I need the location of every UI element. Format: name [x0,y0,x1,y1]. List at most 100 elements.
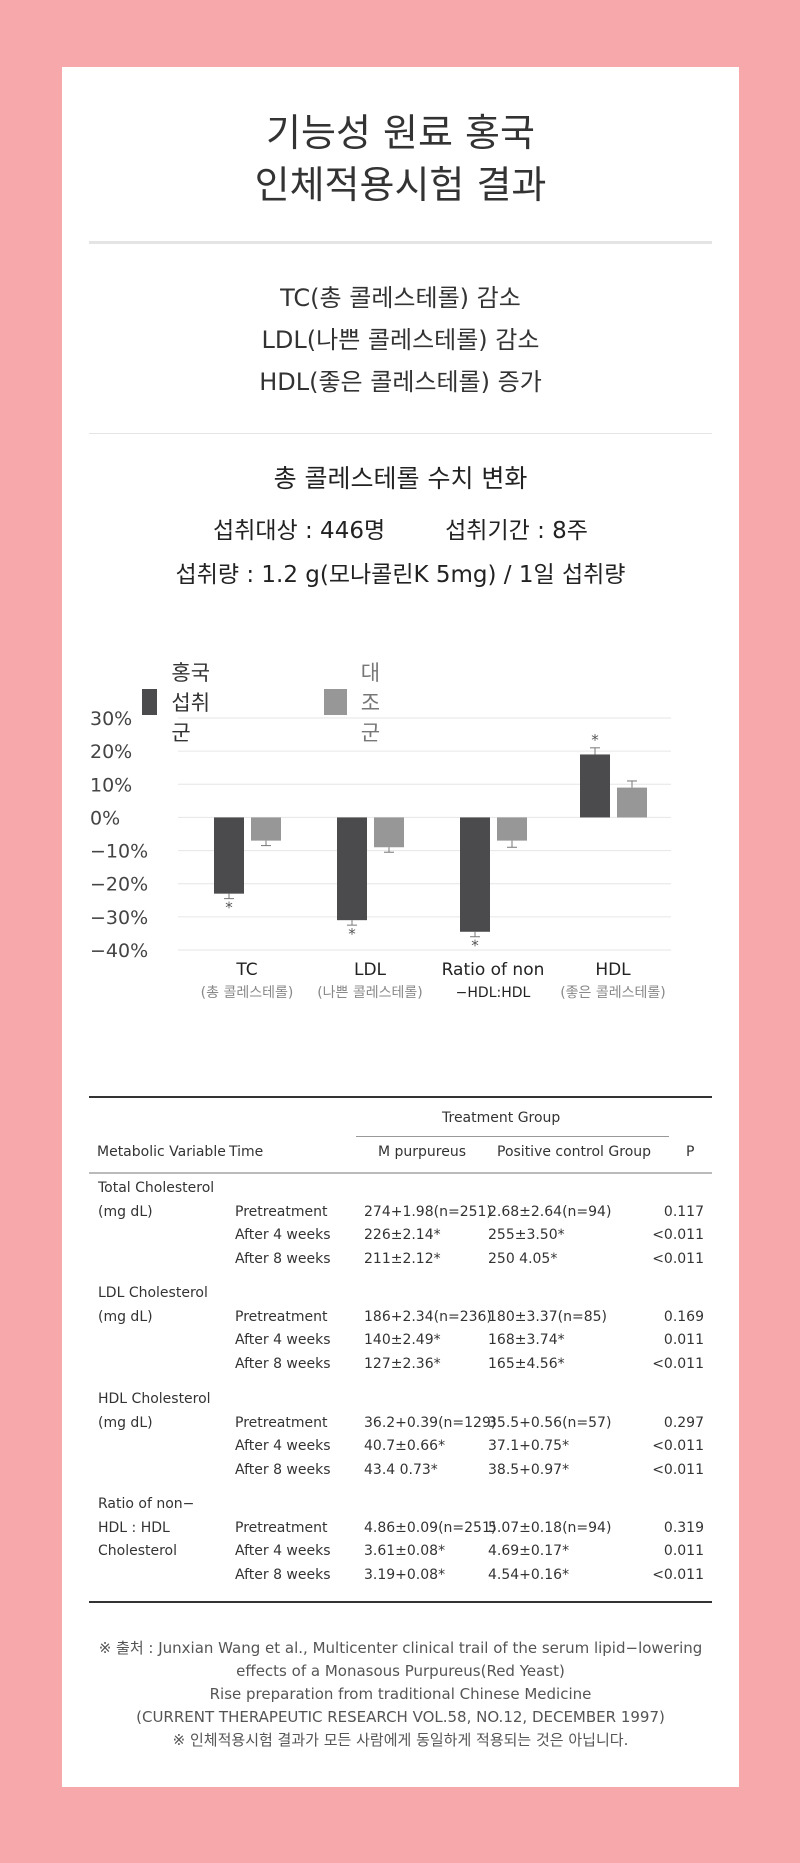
footnote-line: ※ 출처 : Junxian Wang et al., Multicenter … [62,1637,739,1660]
x-category-sublabel: (총 콜레스테롤) [201,985,294,1001]
intake-info: 섭취대상 : 446명 섭취기간 : 8주 [62,514,739,548]
table-cell-control: 35.5+0.56(n=57) [488,1415,611,1431]
table-variable-label: Ratio of non− [98,1496,194,1512]
table-variable-label: Total Cholesterol [98,1180,214,1196]
table-cell-control: 38.5+0.97* [488,1462,569,1478]
table-group-rule [356,1136,669,1137]
table-cell-p: <0.011 [652,1462,704,1478]
table-header-rule [89,1172,712,1174]
footnote-line: ※ 인체적용시험 결과가 모든 사람에게 동일하게 적용되는 것은 아닙니다. [62,1729,739,1752]
table-header-cell: Metabolic Variable [97,1144,226,1160]
table-header-cell: Time [229,1144,263,1160]
bar-treatment [337,817,367,920]
table-cell-control: 250 4.05* [488,1251,557,1267]
table-cell-p: 0.297 [664,1415,704,1431]
table-cell-time: After 4 weeks [235,1438,331,1454]
x-category-sublabel: (나쁜 콜레스테롤) [317,985,423,1001]
table-cell-p: <0.011 [652,1438,704,1454]
table-cell-treatment: 186+2.34(n=236) [364,1309,492,1325]
x-category-sublabel: (좋은 콜레스테롤) [560,985,666,1001]
table-group-header: Treatment Group [442,1110,560,1126]
y-tick-label: 0% [90,807,120,829]
table-cell-time: Pretreatment [235,1520,328,1536]
table-variable-label: (mg dL) [98,1309,153,1325]
table-cell-treatment: 127±2.36* [364,1356,441,1372]
table-cell-time: Pretreatment [235,1309,328,1325]
table-cell-treatment: 140±2.49* [364,1332,441,1348]
table-cell-time: After 4 weeks [235,1543,331,1559]
table-cell-control: 37.1+0.75* [488,1438,569,1454]
table-cell-time: After 4 weeks [235,1332,331,1348]
table-cell-treatment: 4.86±0.09(n=251) [364,1520,496,1536]
bar-chart: 30%20%10%0%−10%−20%−30%−40%****TC(총 콜레스테… [62,702,739,1007]
x-category-sublabel: −HDL:HDL [456,985,531,1001]
table-cell-control: 4.54+0.16* [488,1567,569,1583]
summary-item-ldl: LDL(나쁜 콜레스테롤) 감소 [62,319,739,361]
footnote-line: Rise preparation from traditional Chines… [62,1683,739,1706]
table-cell-p: <0.011 [652,1567,704,1583]
intake-subjects: 섭취대상 : 446명 [213,518,385,544]
y-tick-label: −40% [90,940,148,962]
chart-heading: 총 콜레스테롤 수치 변화 [62,462,739,496]
table-cell-p: 0.011 [664,1543,704,1559]
significance-marker: * [225,899,233,917]
table-cell-control: 255±3.50* [488,1227,565,1243]
x-category-label: TC [235,960,257,980]
x-category-label: Ratio of non [442,960,545,980]
bar-treatment [460,817,490,931]
y-tick-label: −30% [90,907,148,929]
bar-control [617,788,647,818]
significance-marker: * [471,937,479,955]
summary-list: TC(총 콜레스테롤) 감소 LDL(나쁜 콜레스테롤) 감소 HDL(좋은 콜… [62,277,739,403]
bar-control [251,817,281,840]
bar-control [497,817,527,840]
summary-item-hdl: HDL(좋은 콜레스테롤) 증가 [62,361,739,403]
table-variable-label: Cholesterol [98,1543,177,1559]
title-divider [89,241,712,244]
table-cell-p: <0.011 [652,1356,704,1372]
page-title: 기능성 원료 홍국 인체적용시험 결과 [62,107,739,211]
table-cell-control: 4.69±0.17* [488,1543,569,1559]
table-variable-label: HDL Cholesterol [98,1391,211,1407]
page-title-line-1: 기능성 원료 홍국 [62,107,739,159]
bar-treatment [580,754,610,817]
y-tick-label: −10% [90,841,148,863]
table-cell-p: <0.011 [652,1251,704,1267]
table-cell-time: After 4 weeks [235,1227,331,1243]
intake-period: 섭취기간 : 8주 [445,518,588,544]
table-cell-treatment: 43.4 0.73* [364,1462,438,1478]
table-cell-control: 180±3.37(n=85) [488,1309,607,1325]
y-tick-label: 20% [90,741,132,763]
summary-divider [89,433,712,434]
y-tick-label: 30% [90,708,132,730]
table-cell-control: 165±4.56* [488,1356,565,1372]
table-cell-treatment: 274+1.98(n=251) [364,1204,492,1220]
table-cell-p: 0.011 [664,1332,704,1348]
bar-treatment [214,817,244,893]
table-cell-time: Pretreatment [235,1204,328,1220]
table-cell-treatment: 36.2+0.39(n=129) [364,1415,496,1431]
content-card: 기능성 원료 홍국 인체적용시험 결과 TC(총 콜레스테롤) 감소 LDL(나… [62,67,739,1787]
significance-marker: * [591,731,599,749]
table-top-rule [89,1096,712,1098]
footnote-line: effects of a Monasous Purpureus(Red Yeas… [62,1660,739,1683]
table-variable-label: HDL : HDL [98,1520,170,1536]
table-variable-label: (mg dL) [98,1204,153,1220]
summary-item-tc: TC(총 콜레스테롤) 감소 [62,277,739,319]
bar-control [374,817,404,847]
significance-marker: * [348,925,356,943]
footnote-line: (CURRENT THERAPEUTIC RESEARCH VOL.58, NO… [62,1706,739,1729]
source-footnote: ※ 출처 : Junxian Wang et al., Multicenter … [62,1637,739,1752]
table-cell-p: 0.319 [664,1520,704,1536]
table-header-cell: P [686,1144,694,1160]
table-bottom-rule [89,1601,712,1603]
table-variable-label: (mg dL) [98,1415,153,1431]
table-cell-time: After 8 weeks [235,1251,331,1267]
intake-dose: 섭취량 : 1.2 g(모나콜린K 5mg) / 1일 섭취량 [62,558,739,592]
table-cell-time: After 8 weeks [235,1462,331,1478]
table-header-cell: Positive control Group [497,1144,651,1160]
table-cell-treatment: 3.61±0.08* [364,1543,445,1559]
table-cell-p: 0.169 [664,1309,704,1325]
table-cell-time: After 8 weeks [235,1356,331,1372]
table-cell-control: 5.07±0.18(n=94) [488,1520,611,1536]
